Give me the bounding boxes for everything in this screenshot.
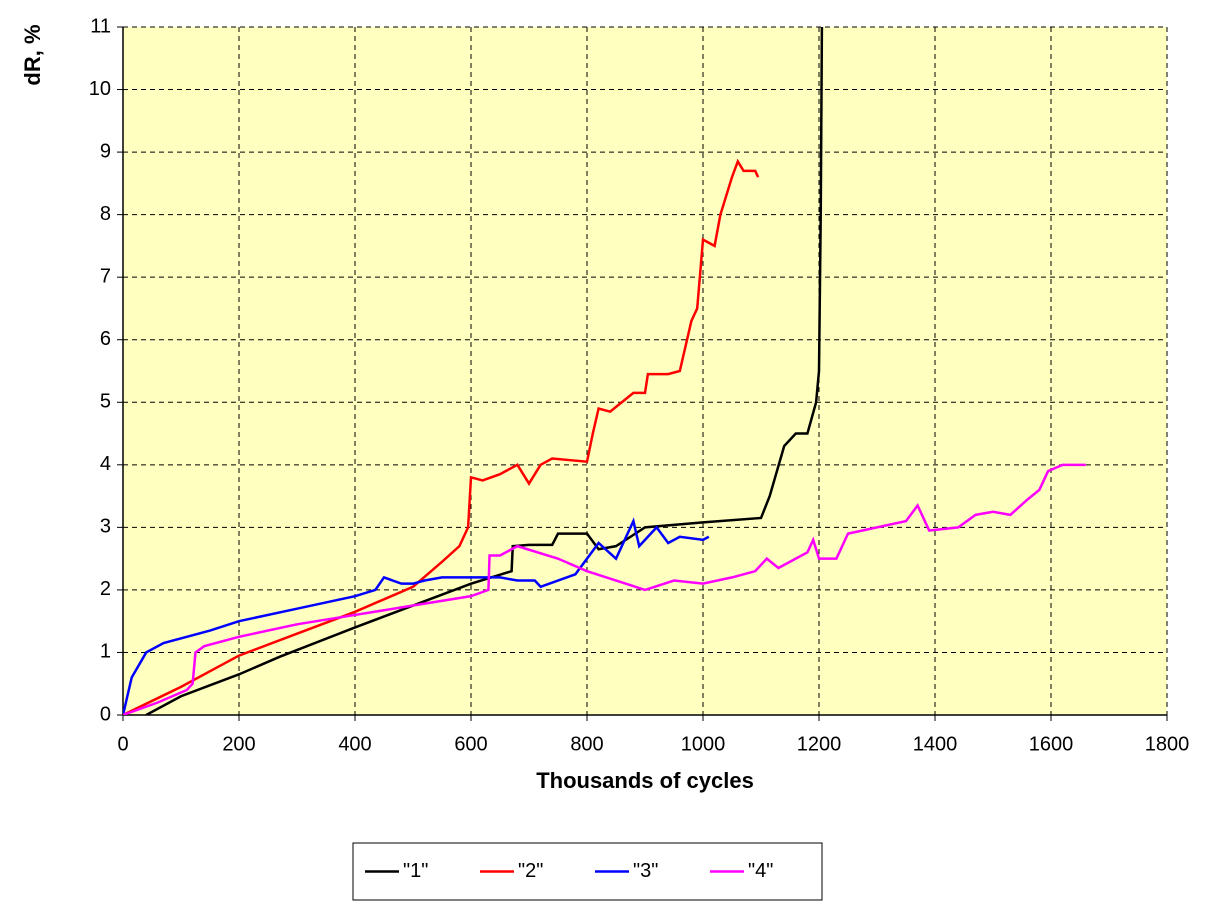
y-tick-label: 5 [100, 391, 111, 413]
y-tick-label: 10 [89, 78, 111, 100]
series-line [123, 463, 1086, 715]
y-axis-title: dR, % [20, 24, 45, 85]
x-tick-label: 1800 [1145, 733, 1190, 755]
y-tick-label: 6 [100, 328, 111, 350]
x-tick-label: 1400 [913, 733, 958, 755]
series-line [145, 27, 824, 715]
x-tick-label: 1000 [681, 733, 726, 755]
x-tick-label: 0 [117, 733, 128, 755]
x-tick-label: 1200 [797, 733, 842, 755]
y-tick-label: 4 [100, 453, 111, 475]
series-line [123, 517, 710, 715]
y-tick-label: 7 [100, 265, 111, 287]
x-tick-label: 200 [222, 733, 255, 755]
y-tick-label: 1 [100, 641, 111, 663]
y-tick-label: 9 [100, 140, 111, 162]
x-tick-label: 800 [570, 733, 603, 755]
legend-label: "2" [518, 860, 543, 882]
y-tick-label: 0 [100, 703, 111, 725]
x-tick-label: 400 [338, 733, 371, 755]
legend-label: "1" [403, 860, 428, 882]
y-tick-label: 11 [90, 15, 111, 37]
y-tick-label: 3 [100, 516, 111, 538]
x-axis-title: Thousands of cycles [536, 768, 754, 793]
x-tick-label: 1600 [1029, 733, 1074, 755]
y-tick-label: 2 [100, 578, 111, 600]
legend-label: "3" [633, 860, 658, 882]
x-tick-label: 600 [454, 733, 487, 755]
series-line [123, 158, 760, 715]
plot-area [123, 27, 1167, 715]
y-tick-label: 8 [100, 203, 111, 225]
legend-label: "4" [748, 860, 773, 882]
